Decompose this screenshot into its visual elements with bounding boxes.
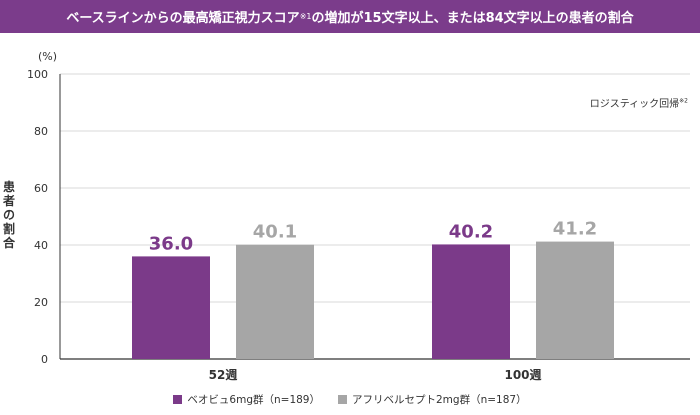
y-axis-label-char: 合 (2, 236, 15, 250)
chart-title-footnote: ※1 (299, 12, 312, 21)
y-tick-label: 0 (41, 353, 48, 366)
legend-label: アフリベルセプト2mg群（n=187） (352, 394, 527, 406)
y-axis-label-char: の (2, 208, 15, 222)
y-axis-label-char: 割 (2, 222, 15, 236)
chart-title: ベースラインからの最高矯正視力スコア ※1 の増加が15文字以上、または84文字以上… (0, 0, 700, 33)
y-tick-label: 20 (34, 296, 48, 309)
y-tick-label: 100 (27, 68, 48, 81)
y-axis-label: 患者の割合 (2, 180, 16, 250)
method-note-footnote: ※2 (679, 97, 688, 105)
method-note-text: ロジスティック回帰 (589, 99, 680, 110)
legend-swatch (173, 395, 183, 404)
bar (236, 244, 314, 359)
bar-value-label: 41.2 (553, 219, 597, 240)
legend-label: ベオビュ6mg群（n=189） (187, 394, 320, 406)
y-axis-label-char: 患 (2, 180, 15, 194)
bar (432, 244, 510, 359)
chart-title-main: ベースラインからの最高矯正視力スコア (66, 11, 300, 26)
legend: ベオビュ6mg群（n=189） アフリベルセプト2mg群（n=187） (0, 392, 700, 407)
bar (536, 241, 614, 359)
y-tick-label: 80 (34, 125, 48, 138)
legend-item: ベオビュ6mg群（n=189） (173, 392, 320, 407)
bar-value-label: 40.1 (253, 222, 297, 243)
legend-swatch (338, 395, 347, 404)
y-tick-label: 40 (34, 239, 48, 252)
bar-value-label: 36.0 (149, 233, 193, 254)
bar (132, 256, 210, 359)
y-tick-label: 60 (34, 182, 48, 195)
x-tick-label: 100週 (504, 367, 541, 382)
legend-item: アフリベルセプト2mg群（n=187） (338, 392, 527, 407)
y-axis-label-char: 者 (2, 194, 15, 208)
chart-title-rest: の増加が15文字以上、または84文字以上の患者の割合 (311, 11, 634, 26)
method-note: ロジスティック回帰※2 (590, 95, 688, 110)
bar-chart: (%) 0 20 40 60 80 100 36.0 40.1 52週 40.2 41.2 100週 (27, 50, 690, 382)
y-axis-unit: (%) (38, 50, 57, 63)
bar-value-label: 40.2 (449, 221, 493, 242)
x-tick-label: 52週 (209, 367, 238, 382)
